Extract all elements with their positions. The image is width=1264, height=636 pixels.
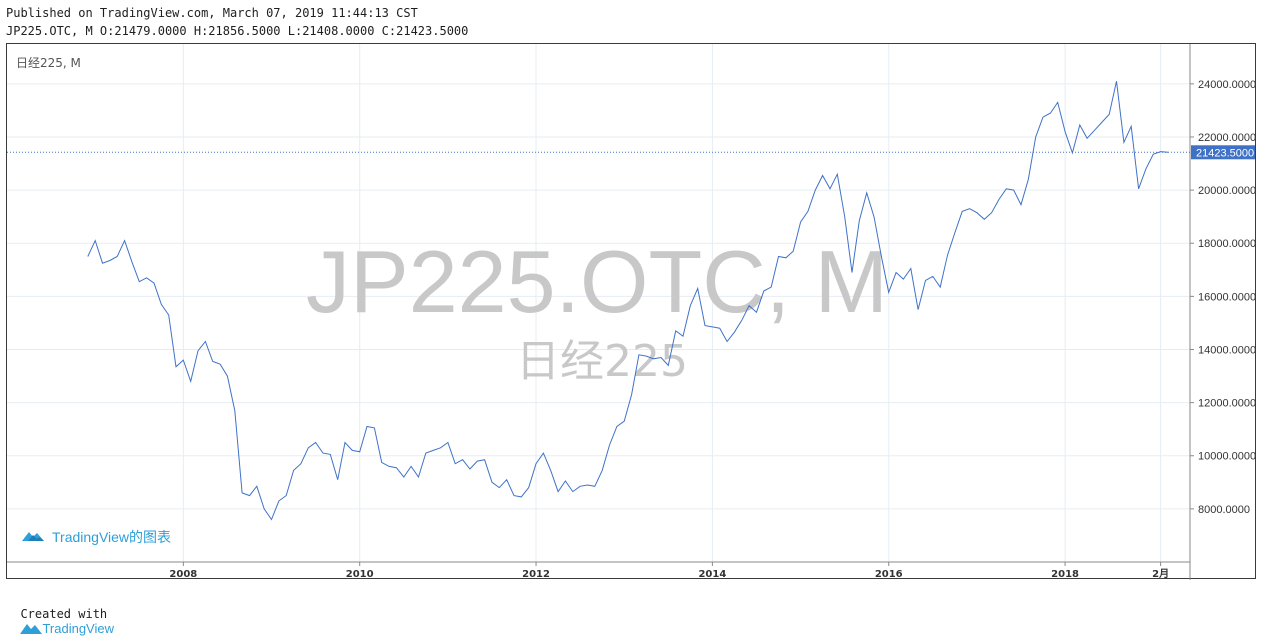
y-tick-label: 14000.0000 bbox=[1198, 344, 1256, 356]
time-axis[interactable]: 2008 2010 2012 2014 2016 2018 2月 bbox=[7, 561, 1190, 580]
price-line bbox=[87, 81, 1169, 521]
x-tick-label: 2016 bbox=[875, 569, 903, 580]
tradingview-cloud-icon bbox=[20, 624, 43, 634]
y-tick-label: 12000.0000 bbox=[1198, 398, 1256, 410]
x-tick-label: 2014 bbox=[698, 569, 726, 580]
tradingview-link[interactable]: TradingView bbox=[42, 621, 114, 636]
chart-symbol-label: 日经225, M bbox=[16, 56, 81, 70]
y-tick-label: 22000.0000 bbox=[1198, 132, 1256, 144]
chart-frame[interactable]: JP225.OTC, M 日经225 日经225, M 8000.0000 100… bbox=[6, 43, 1257, 580]
ohlc-line: JP225.OTC, M O:21479.0000 H:21856.5000 L… bbox=[6, 24, 469, 38]
price-chart[interactable]: JP225.OTC, M 日经225 日经225, M 8000.0000 100… bbox=[7, 44, 1257, 580]
tradingview-badge[interactable]: TradingView的图表 bbox=[22, 529, 171, 545]
x-tick-label: 2008 bbox=[169, 569, 197, 580]
y-tick-label: 16000.0000 bbox=[1198, 291, 1256, 303]
footer: Created with TradingView bbox=[6, 593, 114, 636]
published-line: Published on TradingView.com, March 07, … bbox=[6, 6, 418, 20]
tradingview-cloud-icon bbox=[22, 532, 44, 541]
watermark-name: 日经225 bbox=[516, 336, 688, 387]
y-tick-label: 18000.0000 bbox=[1198, 238, 1256, 250]
y-tick-label: 10000.0000 bbox=[1198, 451, 1256, 463]
y-tick-label: 24000.0000 bbox=[1198, 79, 1256, 91]
x-tick-label: 2018 bbox=[1051, 569, 1079, 580]
last-price-label: 21423.5000 bbox=[1196, 147, 1254, 159]
created-with-label: Created with bbox=[20, 607, 108, 621]
price-series bbox=[87, 81, 1169, 521]
x-tick-label: 2010 bbox=[346, 569, 374, 580]
y-tick-label: 20000.0000 bbox=[1198, 185, 1256, 197]
y-tick-label: 8000.0000 bbox=[1198, 504, 1250, 516]
watermark-symbol: JP225.OTC, M bbox=[306, 232, 888, 331]
x-tick-label: 2月 bbox=[1152, 568, 1169, 580]
last-price-badge bbox=[1191, 145, 1255, 160]
grid bbox=[7, 44, 1190, 562]
tradingview-badge-label: TradingView的图表 bbox=[52, 529, 171, 545]
x-tick-label: 2012 bbox=[522, 569, 550, 580]
price-axis[interactable]: 8000.0000 10000.0000 12000.0000 14000.0000 1… bbox=[7, 44, 1256, 580]
